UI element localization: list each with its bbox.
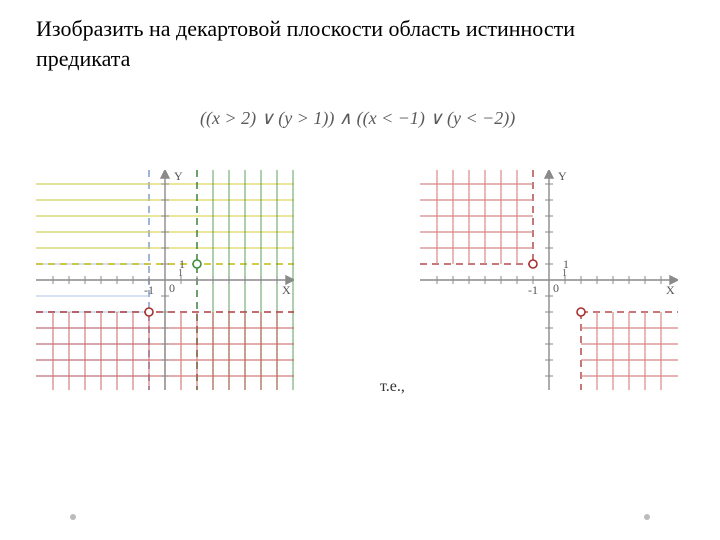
tick-neg-one-b: -1 <box>528 283 538 297</box>
task-line-1: Изобразить на декартовой плоскости облас… <box>36 14 575 44</box>
plot-right: Y X 1 1 -1 0 <box>420 170 678 390</box>
tick-one-x: 1 <box>178 268 183 279</box>
tick-one-x-b: 1 <box>562 268 567 279</box>
te-label: т.е., <box>380 378 405 396</box>
tick-zero: 0 <box>169 281 175 295</box>
x-axis-label-b: X <box>666 283 675 297</box>
y-axis-label: Y <box>174 170 183 183</box>
x-axis-label: X <box>282 283 291 297</box>
tick-zero-b: 0 <box>553 281 559 295</box>
task-line-2: предиката <box>36 44 130 74</box>
slide-bullet-icon <box>70 514 76 520</box>
slide-bullet-icon <box>644 514 650 520</box>
plot-left: Y X 1 1 -1 0 <box>36 170 294 390</box>
tick-neg-one: -1 <box>144 283 154 297</box>
predicate-formula: ((x > 2) ∨ (y > 1)) ∧ ((x < −1) ∨ (y < −… <box>200 108 515 129</box>
y-axis-label-b: Y <box>558 170 567 183</box>
